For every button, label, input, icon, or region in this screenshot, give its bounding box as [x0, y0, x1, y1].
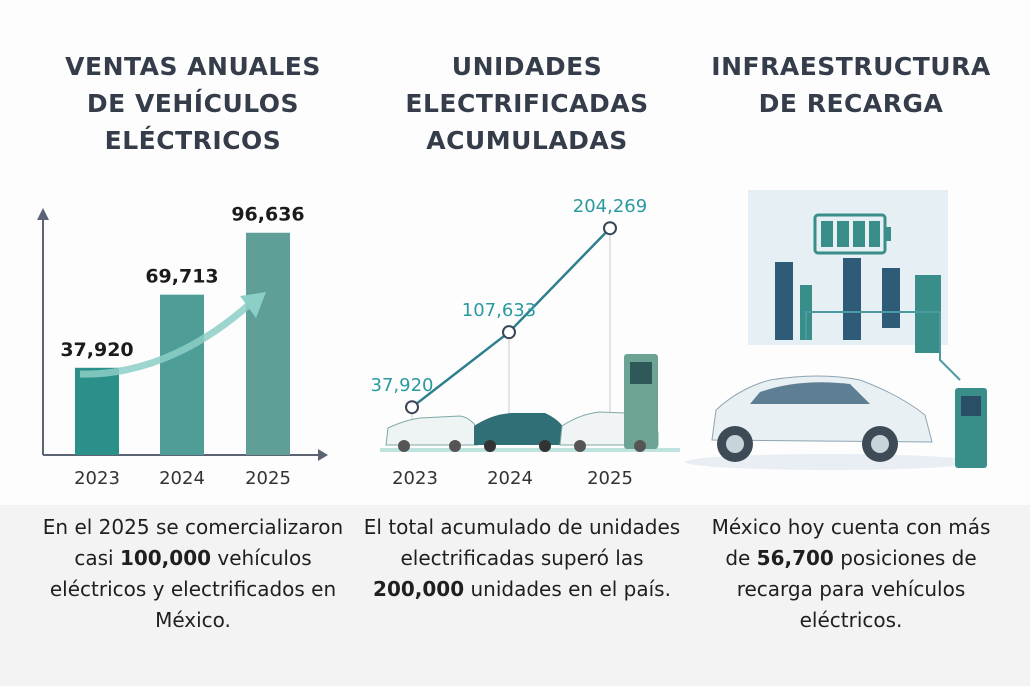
- title-line: ELECTRIFICADAS: [405, 89, 649, 118]
- bar-value-label: 37,920: [60, 339, 133, 361]
- x-tick-label: 2025: [587, 468, 633, 489]
- title-line: UNIDADES: [451, 52, 603, 81]
- title-unidades: UNIDADES ELECTRIFICADAS ACUMULADAS: [362, 48, 692, 159]
- title-line: VENTAS ANUALES: [65, 52, 321, 81]
- cars-illustration: [380, 354, 680, 452]
- data-point-2025: [603, 221, 617, 236]
- desc-infraestructura: México hoy cuenta con más de 56,700 posi…: [696, 512, 1006, 636]
- desc-highlight: 200,000: [373, 577, 465, 601]
- x-tick-label: 2024: [487, 468, 533, 489]
- charts-canvas: 37,920 2023 69,713 2024 96,636 2025 37,920 202…: [37, 190, 987, 489]
- charging-infrastructure-illustration: [685, 190, 987, 470]
- desc-text: unidades en el país.: [464, 577, 671, 601]
- x-tick-label: 2024: [159, 468, 205, 489]
- x-tick-label: 2023: [392, 468, 438, 489]
- bar-value-label: 69,713: [145, 266, 218, 288]
- title-line: DE VEHÍCULOS: [86, 89, 300, 118]
- title-infraestructura: INFRAESTRUCTURA DE RECARGA: [686, 48, 1016, 122]
- title-line: ACUMULADAS: [426, 126, 628, 155]
- desc-highlight: 56,700: [756, 546, 834, 570]
- title-line: ELÉCTRICOS: [104, 126, 282, 155]
- desc-text: En el 2025 se comercializaron casi: [42, 515, 344, 570]
- desc-highlight: 100,000: [119, 546, 212, 570]
- title-line: DE RECARGA: [758, 89, 944, 118]
- desc-ventas: En el 2025 se comercializaron casi 100,0…: [28, 512, 358, 636]
- data-point-2023: [405, 400, 419, 415]
- x-axis-arrow-icon: [318, 449, 328, 461]
- y-axis-arrow-icon: [37, 208, 49, 220]
- growth-arrow: [79, 299, 255, 378]
- desc-text: vehículos eléctricos y electrificados en…: [49, 546, 337, 632]
- bar-value-label: 96,636: [231, 204, 304, 226]
- x-tick-label: 2023: [74, 468, 120, 489]
- title-ventas: VENTAS ANUALES DE VEHÍCULOS ELÉCTRICOS: [28, 48, 358, 159]
- bar-2023: [75, 367, 119, 455]
- data-point-2024: [502, 325, 516, 340]
- point-value-label: 37,920: [371, 375, 434, 396]
- growth-arrow-head-icon: [240, 292, 266, 318]
- point-value-label: 204,269: [573, 196, 647, 217]
- bar-2024: [160, 294, 204, 455]
- x-tick-label: 2025: [245, 468, 291, 489]
- bar-2025: [246, 232, 290, 455]
- desc-unidades: El total acumulado de unidades electrifi…: [362, 512, 682, 605]
- description-band: [0, 505, 1030, 686]
- desc-text: posiciones de recarga para vehículos elé…: [736, 546, 977, 632]
- desc-text: México hoy cuenta con más de: [711, 515, 991, 570]
- title-line: INFRAESTRUCTURA: [711, 52, 991, 81]
- desc-text: El total acumulado de unidades electrifi…: [363, 515, 681, 570]
- point-value-label: 107,633: [462, 300, 536, 321]
